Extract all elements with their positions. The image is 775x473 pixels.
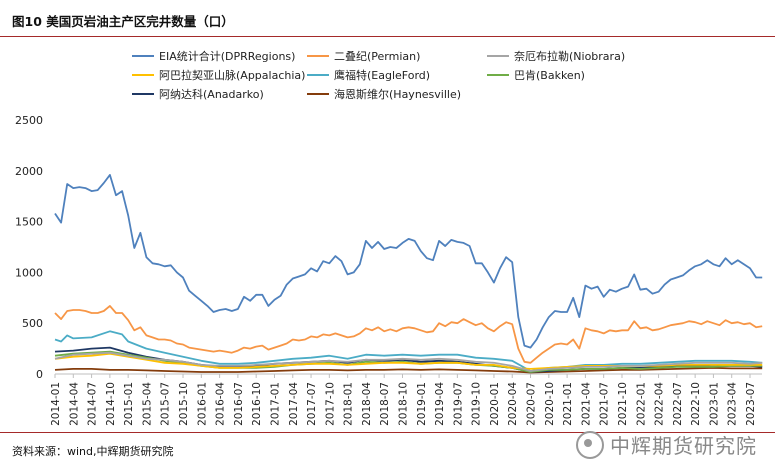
x-tick-label: 2023-01: [708, 382, 720, 426]
legend-swatch: [132, 74, 154, 76]
x-tick-label: 2014-01: [50, 382, 62, 426]
legend-item: 奈厄布拉勒(Niobrara): [487, 48, 625, 64]
legend-label: 阿巴拉契亚山脉(Appalachia): [159, 69, 306, 82]
x-tick-label: 2017-07: [306, 382, 318, 426]
legend-swatch: [307, 55, 329, 57]
x-tick-label: 2017-04: [288, 382, 300, 426]
x-tick-label: 2019-04: [434, 382, 446, 426]
x-tick-label: 2021-07: [599, 382, 611, 426]
header-bar: 图10 美国页岩油主产区完井数量（口）: [0, 0, 775, 37]
x-tick-label: 2019-01: [416, 382, 428, 426]
brand-name: 中辉期货研究院: [610, 434, 757, 458]
x-tick-label: 2018-10: [398, 382, 410, 426]
x-tick-label: 2020-01: [489, 382, 501, 426]
legend-item: 二叠纪(Permian): [307, 48, 420, 64]
legend-label: 海恩斯维尔(Haynesville): [334, 88, 462, 101]
x-tick-label: 2022-01: [635, 382, 647, 426]
brand-watermark: 中辉期货研究院: [576, 430, 757, 459]
legend-swatch: [132, 55, 154, 57]
x-tick-label: 2018-04: [361, 382, 373, 426]
chart-title: 图10 美国页岩油主产区完井数量（口）: [12, 14, 234, 29]
x-tick-label: 2022-10: [690, 382, 702, 426]
x-tick-label: 2015-04: [141, 382, 153, 426]
legend-item: 阿纳达科(Anadarko): [132, 86, 264, 102]
legend-swatch: [307, 93, 329, 95]
legend-item: 阿巴拉契亚山脉(Appalachia): [132, 67, 305, 83]
series-line: [54, 330, 763, 372]
legend-swatch: [487, 55, 509, 57]
x-tick-label: 2022-07: [672, 382, 684, 426]
series-line: [54, 351, 763, 372]
x-tick-label: 2021-10: [617, 382, 629, 426]
x-tick-label: 2017-10: [324, 382, 336, 426]
y-tick-label: 2000: [15, 165, 43, 178]
x-tick-label: 2016-10: [251, 382, 263, 426]
brand-logo-icon: [576, 430, 604, 459]
series-line: [54, 173, 763, 349]
x-tick-label: 2016-01: [196, 382, 208, 426]
series-line: [54, 304, 763, 364]
legend-item: EIA统计合计(DPRRegions): [132, 48, 295, 64]
x-tick-label: 2019-07: [452, 382, 464, 426]
legend-label: 二叠纪(Permian): [334, 50, 421, 63]
legend-label: EIA统计合计(DPRRegions): [159, 50, 296, 63]
y-tick-label: 0: [36, 368, 43, 381]
x-tick-label: 2021-01: [562, 382, 574, 426]
legend-label: 阿纳达科(Anadarko): [159, 88, 264, 101]
x-tick-label: 2015-01: [123, 382, 135, 426]
x-tick-label: 2014-07: [87, 382, 99, 426]
y-tick-label: 1500: [15, 216, 43, 229]
x-tick-label: 2015-07: [160, 382, 172, 426]
x-tick-label: 2023-04: [727, 382, 739, 426]
legend-item: 巴肯(Bakken): [487, 67, 585, 83]
footer-rule: [0, 432, 775, 433]
legend-swatch: [487, 74, 509, 76]
legend-label: 鹰福特(EagleFord): [334, 69, 431, 82]
x-tick-label: 2016-07: [233, 382, 245, 426]
legend-item: 鹰福特(EagleFord): [307, 67, 430, 83]
x-tick-label: 2020-10: [544, 382, 556, 426]
y-tick-label: 500: [22, 317, 43, 330]
x-tick-label: 2018-07: [379, 382, 391, 426]
legend-swatch: [132, 93, 154, 95]
source-note: 资料来源：wind,中辉期货研究院: [12, 445, 174, 458]
x-tick-label: 2020-04: [507, 382, 519, 426]
legend-item: 海恩斯维尔(Haynesville): [307, 86, 461, 102]
x-tick-label: 2021-04: [580, 382, 592, 426]
x-tick-label: 2023-07: [745, 382, 757, 426]
legend-swatch: [307, 74, 329, 76]
legend-label: 奈厄布拉勒(Niobrara): [514, 50, 626, 63]
x-tick-label: 2020-07: [526, 382, 538, 426]
x-tick-label: 2014-04: [68, 382, 80, 426]
x-tick-label: 2017-01: [269, 382, 281, 426]
x-tick-label: 2018-01: [343, 382, 355, 426]
x-tick-label: 2015-10: [178, 382, 190, 426]
x-tick-label: 2019-10: [471, 382, 483, 426]
series-line: [54, 366, 763, 374]
y-tick-label: 2500: [15, 114, 43, 127]
legend-label: 巴肯(Bakken): [514, 69, 585, 82]
x-tick-label: 2022-04: [654, 382, 666, 426]
x-tick-label: 2014-10: [105, 382, 117, 426]
x-tick-label: 2016-04: [215, 382, 227, 426]
y-tick-label: 1000: [15, 266, 43, 279]
